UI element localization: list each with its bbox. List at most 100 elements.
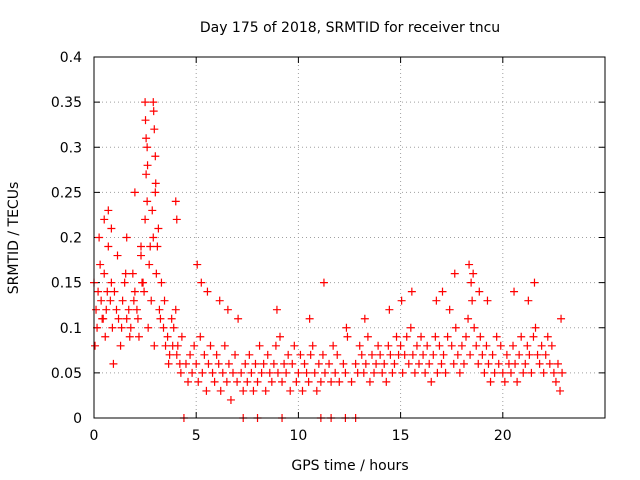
data-point [263, 350, 272, 359]
data-point [476, 332, 485, 341]
data-point [435, 341, 444, 350]
data-point [210, 377, 219, 386]
data-point [359, 368, 368, 377]
data-point [310, 368, 319, 377]
data-point [361, 359, 370, 368]
data-point [146, 242, 155, 251]
data-point [380, 359, 389, 368]
data-point [151, 188, 160, 197]
data-point [164, 359, 173, 368]
data-point [370, 368, 379, 377]
data-point [255, 341, 264, 350]
data-point [525, 350, 534, 359]
data-point [500, 377, 509, 386]
data-point [517, 332, 526, 341]
data-point [181, 359, 190, 368]
data-point [537, 341, 546, 350]
data-point [177, 332, 186, 341]
data-point [486, 377, 495, 386]
data-point [206, 341, 215, 350]
data-point [539, 368, 548, 377]
data-point [97, 296, 106, 305]
data-point [502, 350, 511, 359]
data-point [396, 341, 405, 350]
data-point [125, 332, 134, 341]
data-point [116, 341, 125, 350]
data-point [284, 350, 293, 359]
data-point [521, 359, 530, 368]
data-point [355, 341, 364, 350]
data-point [316, 377, 325, 386]
data-point [196, 332, 205, 341]
data-point [535, 359, 544, 368]
y-axis-label: SRMTID / TECUs [6, 182, 22, 295]
data-point [198, 368, 207, 377]
data-point [363, 332, 372, 341]
data-point [272, 305, 281, 314]
data-point [257, 368, 266, 377]
data-point [120, 278, 129, 287]
data-point [144, 323, 153, 332]
data-point [290, 341, 299, 350]
data-point [414, 359, 423, 368]
data-point [314, 359, 323, 368]
data-point [365, 377, 374, 386]
data-point [239, 386, 248, 395]
data-point [427, 377, 436, 386]
data-point [222, 377, 231, 386]
data-point [515, 350, 524, 359]
data-point [148, 206, 157, 215]
data-point [168, 341, 177, 350]
data-point [466, 350, 475, 359]
data-point [150, 125, 159, 134]
data-point [533, 350, 542, 359]
data-point [474, 359, 483, 368]
data-point [308, 341, 317, 350]
data-point [490, 368, 499, 377]
data-point [549, 368, 558, 377]
data-point [511, 359, 520, 368]
data-point [122, 314, 131, 323]
data-point [149, 107, 158, 116]
data-point [220, 341, 229, 350]
data-point [294, 368, 303, 377]
data-point [103, 287, 112, 296]
data-point [149, 233, 158, 242]
data-point [318, 350, 327, 359]
data-point [141, 98, 150, 107]
data-point [212, 350, 221, 359]
data-point [223, 305, 232, 314]
data-point [106, 296, 115, 305]
data-point [342, 323, 351, 332]
data-point [108, 323, 117, 332]
data-point [506, 368, 515, 377]
data-point [376, 350, 385, 359]
data-point [192, 359, 201, 368]
data-point [267, 377, 276, 386]
data-point [480, 368, 489, 377]
data-point [112, 305, 121, 314]
data-point [390, 359, 399, 368]
data-point [280, 359, 289, 368]
data-point [360, 314, 369, 323]
data-point [107, 278, 116, 287]
data-point [327, 377, 336, 386]
data-point [478, 350, 487, 359]
data-point [407, 287, 416, 296]
x-tick-label: 5 [192, 428, 201, 444]
data-point [202, 386, 211, 395]
data-point [519, 368, 528, 377]
data-point [137, 251, 146, 260]
data-point [149, 98, 158, 107]
data-point [95, 233, 104, 242]
data-point [410, 368, 419, 377]
data-point [234, 314, 243, 323]
gridlines [94, 57, 605, 418]
data-point [197, 278, 206, 287]
data-point [443, 332, 452, 341]
data-point [341, 368, 350, 377]
x-tick-label: 15 [392, 428, 410, 444]
data-point [406, 323, 415, 332]
data-point [253, 377, 262, 386]
data-point [249, 386, 258, 395]
